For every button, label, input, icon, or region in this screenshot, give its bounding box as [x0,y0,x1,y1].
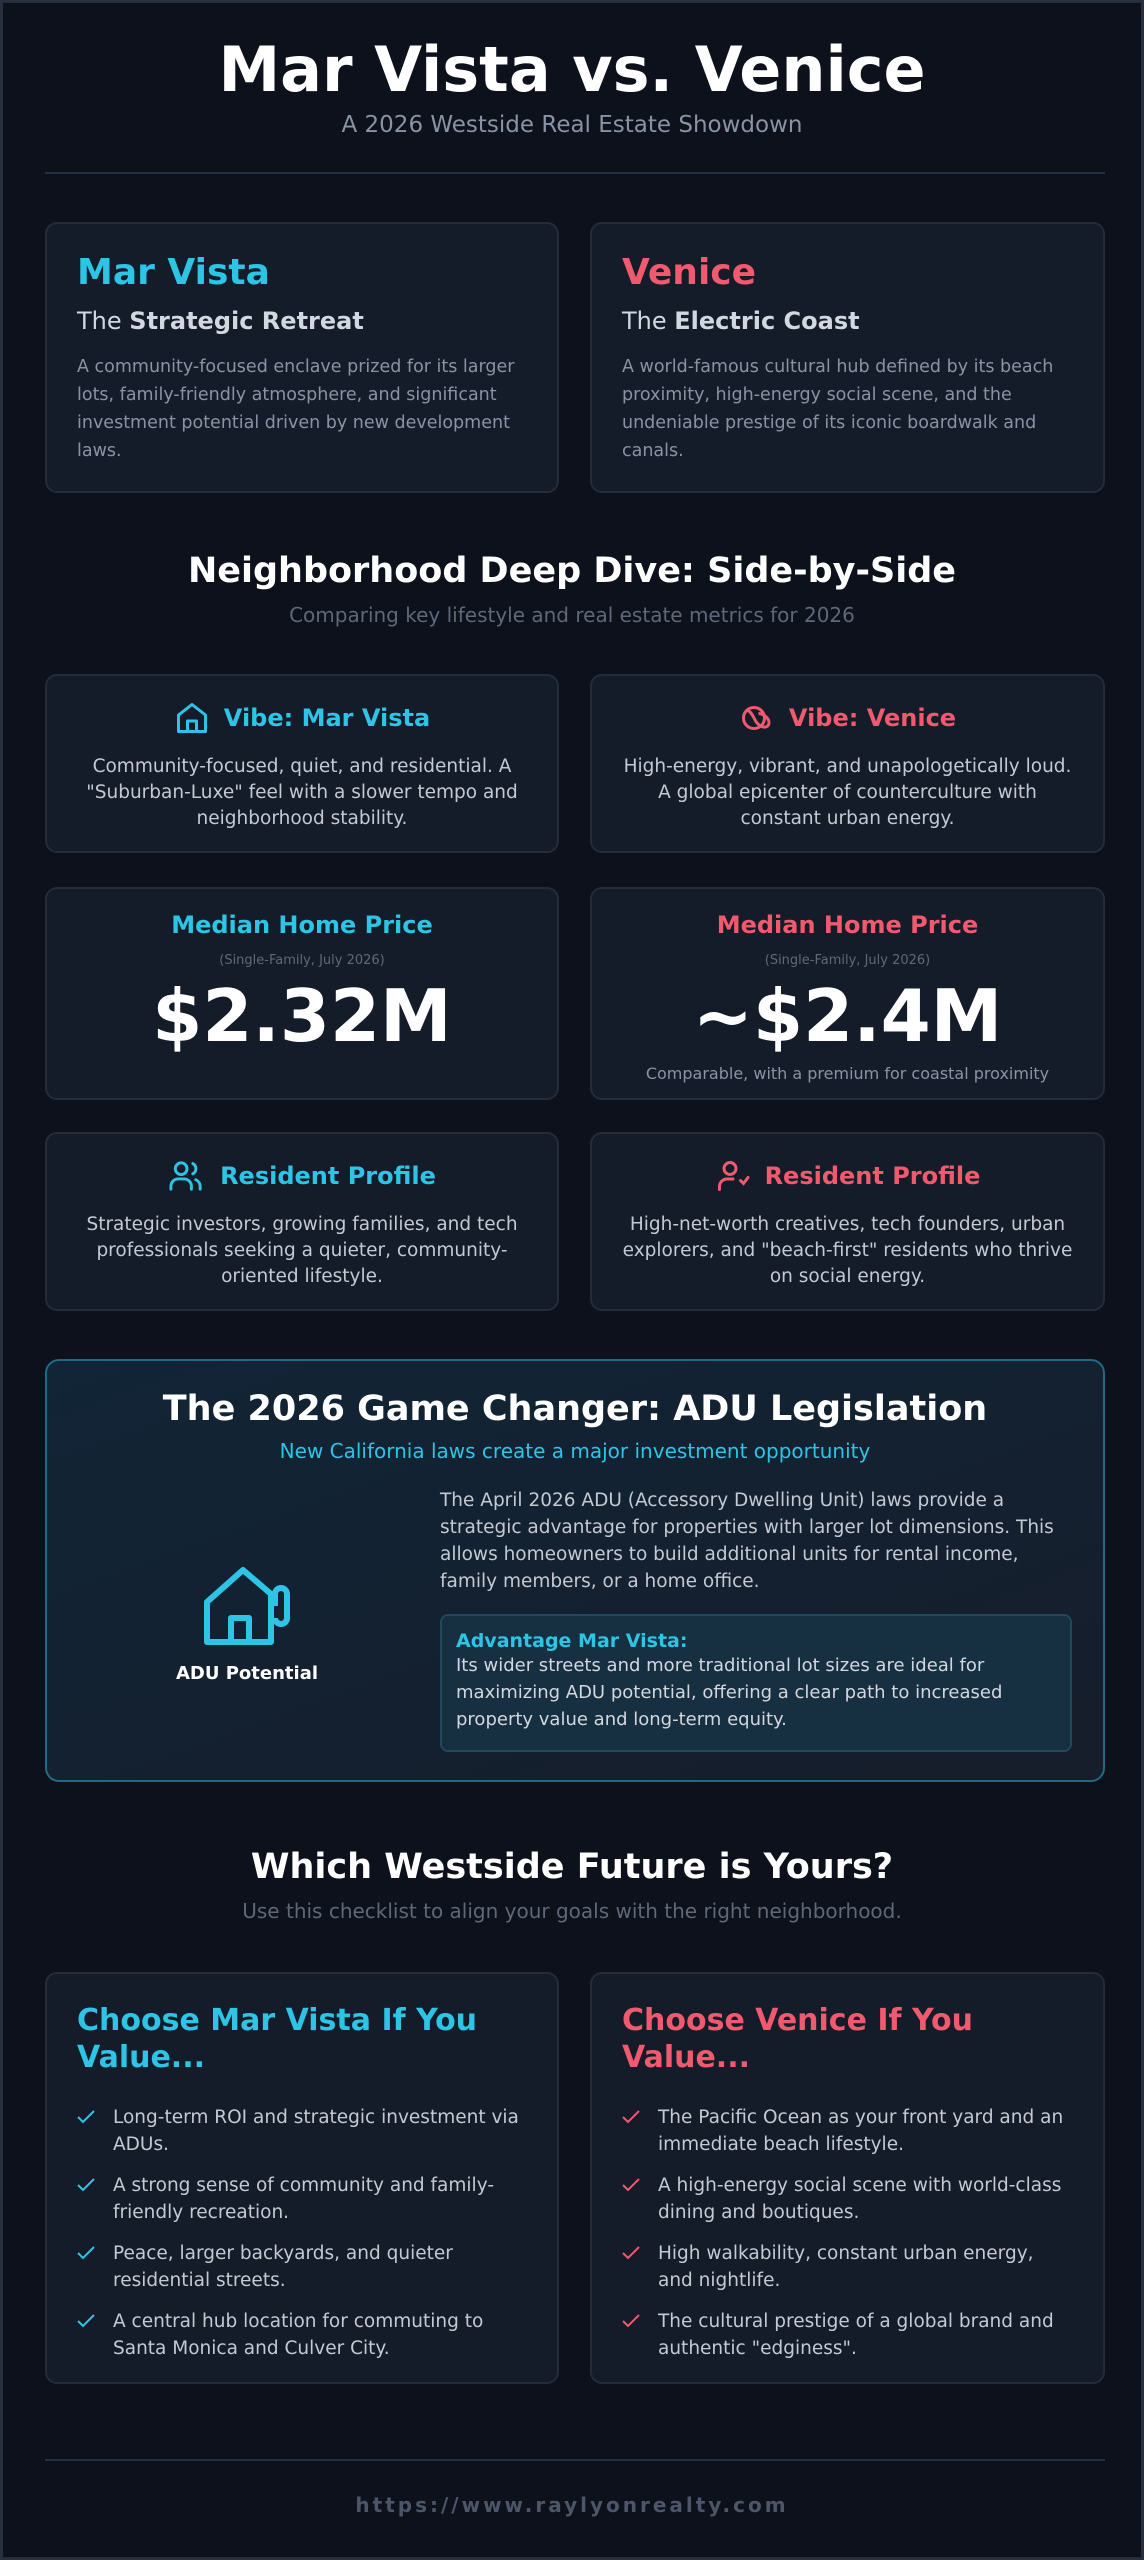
header: Mar Vista vs. Venice A 2026 Westside Rea… [3,33,1141,138]
adu-subtitle: New California laws create a major inves… [279,1439,871,1463]
check-icon [77,2178,95,2192]
intro-card: Mar Vista The Strategic Retreat A commun… [45,222,559,493]
checklist-text: A strong sense of community and family-f… [113,2175,494,2223]
tagline-bold: Strategic Retreat [129,307,364,335]
adu-icon-block: ADU Potential [127,1561,367,1684]
vibe-title: Vibe: Venice [788,704,957,732]
section-subtitle: Comparing key lifestyle and real estate … [289,603,855,627]
checklist: The Pacific Ocean as your front yard and… [622,2104,1073,2362]
section-title: Neighborhood Deep Dive: Side-by-Side [187,551,957,591]
checklist-item: A strong sense of community and family-f… [77,2172,527,2226]
adu-section: The 2026 Game Changer: ADU Legislation N… [45,1359,1105,1782]
advantage-text: Its wider streets and more traditional l… [456,1655,1003,1730]
users-icon [169,1161,202,1191]
price-title: Median Home Price [171,911,433,939]
checklist-text: A high-energy social scene with world-cl… [658,2175,1062,2223]
tagline-prefix: The [622,307,667,335]
card-title: Vibe: Mar Vista [47,700,557,736]
adu-icon [204,1567,290,1645]
check-icon [622,2178,640,2192]
advantage-box: Advantage Mar Vista: Its wider streets a… [440,1614,1072,1752]
checklist-item: A high-energy social scene with world-cl… [622,2172,1073,2226]
home-icon [176,703,207,733]
user-icon [717,1161,750,1191]
section-header: Which Westside Future is Yours? Use this… [3,1847,1141,1923]
vibe-text: Community-focused, quiet, and residentia… [86,756,518,829]
price-title: Median Home Price [716,911,979,939]
checklist-text: Peace, larger backyards, and quieter res… [113,2243,453,2291]
checklist-text: The Pacific Ocean as your front yard and… [658,2107,1064,2155]
divider [45,2459,1105,2461]
vibe-icon [741,706,771,730]
check-icon [77,2314,95,2328]
vibe-card: Vibe: Mar Vista Community-focused, quiet… [45,674,559,853]
card-description: A community-focused enclave prized for i… [77,357,515,461]
adu-paragraph: The April 2026 ADU (Accessory Dwelling U… [440,1490,1054,1592]
check-icon [77,2110,95,2124]
section-header: Neighborhood Deep Dive: Side-by-Side Com… [3,551,1141,627]
checklist-title: Choose Mar Vista If You Value... [77,2003,478,2075]
card-title: Resident Profile [47,1158,557,1194]
vibe-text: High-energy, vibrant, and unapologetical… [623,756,1072,829]
price-note: (Single-Family, July 2026) [764,953,931,968]
checklist-text: Long-term ROI and strategic investment v… [113,2107,519,2155]
checklist-item: The Pacific Ocean as your front yard and… [622,2104,1073,2158]
card-name: Mar Vista [77,252,270,293]
checklist-title: Choose Venice If You Value... [622,2003,973,2075]
section-subtitle: Use this checklist to align your goals w… [242,1899,902,1923]
checklist-item: Long-term ROI and strategic investment v… [77,2104,527,2158]
price-card: Median Home Price (Single-Family, July 2… [590,887,1105,1100]
tagline-prefix: The [77,307,122,335]
checklist-item: Peace, larger backyards, and quieter res… [77,2240,527,2294]
check-icon [622,2246,640,2260]
checklist-text: High walkability, constant urban energy,… [658,2243,1034,2291]
card-title: Vibe: Venice [592,700,1103,736]
adu-icon-label: ADU Potential [175,1663,319,1684]
resident-text: High-net-worth creatives, tech founders,… [622,1214,1073,1287]
advantage-title: Advantage Mar Vista: [456,1630,688,1652]
adu-title: The 2026 Game Changer: ADU Legislation [162,1389,988,1429]
tagline-bold: Electric Coast [674,307,860,335]
resident-text: Strategic investors, growing families, a… [86,1214,518,1287]
checklist-text: A central hub location for commuting to … [113,2311,484,2359]
check-icon [622,2110,640,2124]
checklist-card: Choose Mar Vista If You Value... Long-te… [45,1972,559,2384]
resident-title: Resident Profile [220,1162,436,1190]
card-name: Venice [622,252,757,293]
vibe-title: Vibe: Mar Vista [223,704,431,732]
checklist: Long-term ROI and strategic investment v… [77,2104,527,2362]
price-value: ~$2.4M [692,974,1003,1058]
price-value: $2.32M [152,974,452,1058]
price-card: Median Home Price (Single-Family, July 2… [45,887,559,1100]
checklist-card: Choose Venice If You Value... The Pacifi… [590,1972,1105,2384]
check-icon [77,2246,95,2260]
checklist-item: High walkability, constant urban energy,… [622,2240,1073,2294]
price-caption: Comparable, with a premium for coastal p… [645,1064,1050,1083]
vibe-card: Vibe: Venice High-energy, vibrant, and u… [590,674,1105,853]
card-tagline: The Strategic Retreat [77,307,527,335]
checklist-item: A central hub location for commuting to … [77,2308,527,2362]
divider [45,172,1105,174]
card-description: A world-famous cultural hub defined by i… [622,357,1054,461]
section-title: Which Westside Future is Yours? [250,1847,894,1887]
intro-card: Venice The Electric Coast A world-famous… [590,222,1105,493]
resident-title: Resident Profile [764,1162,981,1190]
card-title: Resident Profile [592,1158,1103,1194]
page-subtitle: A 2026 Westside Real Estate Showdown [341,112,803,138]
price-note: (Single-Family, July 2026) [219,953,385,968]
footer-url: https://www.raylyonrealty.com [355,2493,789,2517]
checklist-text: The cultural prestige of a global brand … [658,2311,1054,2359]
resident-card: Resident Profile High-net-worth creative… [590,1132,1105,1311]
page-title: Mar Vista vs. Venice [218,33,926,106]
checklist-item: The cultural prestige of a global brand … [622,2308,1073,2362]
resident-card: Resident Profile Strategic investors, gr… [45,1132,559,1311]
card-tagline: The Electric Coast [622,307,1073,335]
check-icon [622,2314,640,2328]
